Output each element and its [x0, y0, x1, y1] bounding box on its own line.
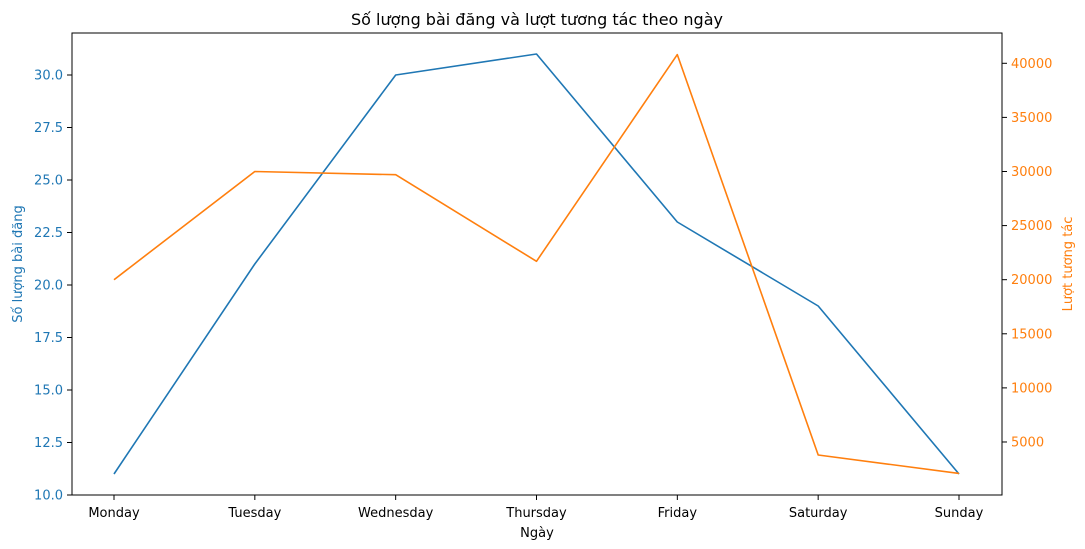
x-tick-label: Sunday	[935, 506, 984, 521]
right-y-tick-label: 15000	[1011, 327, 1052, 342]
right-y-axis: 5000 10000 15000 20000 25000 30000 35000 40000	[1002, 57, 1052, 450]
left-y-tick-label: 10.0	[34, 489, 63, 504]
left-y-tick-label: 30.0	[34, 69, 63, 84]
right-y-tick-label: 20000	[1011, 273, 1052, 288]
x-tick-label: Thursday	[505, 506, 567, 521]
x-tick-label: Friday	[658, 506, 698, 521]
series-line-engagement	[113, 53, 960, 475]
left-y-tick-label: 12.5	[34, 436, 63, 451]
chart-title: Số lượng bài đăng và lượt tương tác theo…	[351, 10, 723, 29]
right-y-tick-label: 25000	[1011, 219, 1052, 234]
right-y-axis-title: Lượt tương tác	[1061, 217, 1076, 312]
x-tick-label: Tuesday	[227, 506, 281, 521]
series-layer	[113, 53, 960, 475]
right-y-tick-label: 5000	[1011, 435, 1044, 450]
left-y-tick-label: 20.0	[34, 279, 63, 294]
series-line-posts	[113, 53, 960, 475]
x-axis-title: Ngày	[520, 526, 554, 541]
left-y-tick-label: 27.5	[34, 121, 63, 136]
left-y-tick-label: 15.0	[34, 384, 63, 399]
right-y-tick-label: 40000	[1011, 57, 1052, 72]
right-y-tick-label: 10000	[1011, 381, 1052, 396]
x-tick-label: Saturday	[789, 506, 848, 521]
left-y-axis: 10.0 12.5 15.0 17.5 20.0 22.5 25.0 27.5 30.0	[34, 69, 72, 504]
plot-area-frame	[71, 32, 1003, 496]
left-y-axis-title: Số lượng bài đăng	[11, 205, 26, 322]
x-axis: Monday Tuesday Wednesday Thursday Friday Satu…	[88, 495, 984, 521]
left-y-tick-label: 22.5	[34, 226, 63, 241]
left-y-tick-label: 25.0	[34, 174, 63, 189]
right-y-tick-label: 35000	[1011, 111, 1052, 126]
right-y-tick-label: 30000	[1011, 165, 1052, 180]
x-tick-label: Wednesday	[358, 506, 434, 521]
x-tick-label: Monday	[88, 506, 140, 521]
left-y-tick-label: 17.5	[34, 331, 63, 346]
